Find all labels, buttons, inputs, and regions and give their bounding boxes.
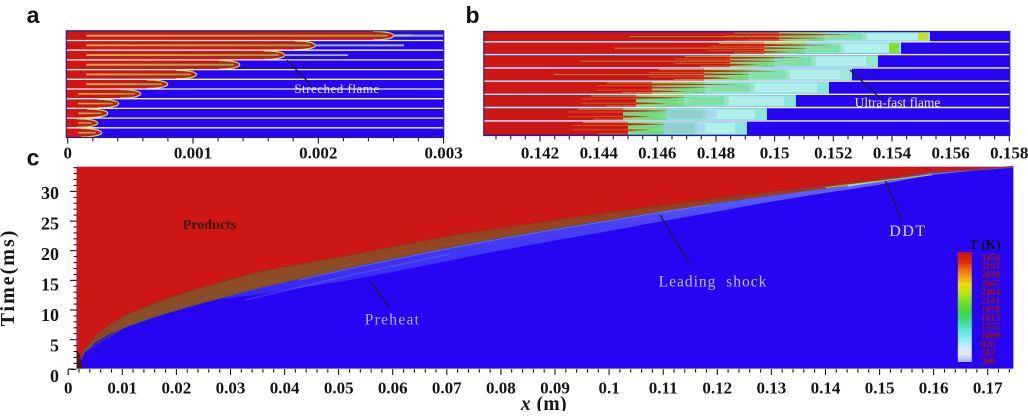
- svg-text:0.1: 0.1: [598, 379, 619, 398]
- svg-text:1089: 1089: [981, 331, 1000, 341]
- svg-text:2404: 2404: [981, 288, 1000, 298]
- svg-text:0.17: 0.17: [973, 379, 1003, 398]
- svg-text:x (m): x (m): [520, 394, 567, 411]
- svg-text:0.001: 0.001: [174, 144, 212, 163]
- svg-text:0.02: 0.02: [162, 379, 192, 398]
- svg-text:0.14: 0.14: [811, 379, 841, 398]
- svg-text:0.07: 0.07: [432, 379, 462, 398]
- svg-text:0.142: 0.142: [521, 144, 559, 163]
- svg-text:0: 0: [64, 379, 73, 398]
- svg-text:0.09: 0.09: [540, 379, 570, 398]
- svg-text:563: 563: [981, 349, 996, 359]
- svg-text:15: 15: [41, 275, 59, 295]
- svg-text:0.12: 0.12: [702, 379, 732, 398]
- svg-text:1878: 1878: [981, 305, 1000, 315]
- svg-text:0.146: 0.146: [638, 144, 676, 163]
- svg-text:a: a: [27, 2, 40, 28]
- svg-text:5: 5: [50, 335, 59, 355]
- svg-text:0.003: 0.003: [424, 144, 462, 163]
- svg-text:Ultra-fast flame: Ultra-fast flame: [855, 95, 941, 110]
- svg-text:1352: 1352: [981, 323, 1000, 333]
- svg-text:Leading shock: Leading shock: [659, 274, 768, 291]
- svg-text:0.03: 0.03: [216, 379, 246, 398]
- svg-text:0.152: 0.152: [814, 144, 852, 163]
- svg-text:DDT: DDT: [889, 223, 926, 240]
- svg-text:30: 30: [41, 183, 59, 203]
- svg-text:0.144: 0.144: [580, 144, 619, 163]
- svg-text:0.04: 0.04: [270, 379, 300, 398]
- svg-text:0.13: 0.13: [757, 379, 787, 398]
- svg-text:0: 0: [63, 144, 72, 163]
- svg-text:0.148: 0.148: [697, 144, 735, 163]
- svg-text:Preheat: Preheat: [365, 312, 421, 329]
- svg-text:0.11: 0.11: [649, 379, 678, 398]
- svg-text:2141: 2141: [981, 297, 1000, 307]
- svg-text:0.15: 0.15: [865, 379, 895, 398]
- svg-text:Streched flame: Streched flame: [294, 81, 379, 96]
- svg-text:b: b: [465, 2, 479, 28]
- svg-text:0: 0: [50, 366, 59, 386]
- svg-text:10: 10: [41, 305, 59, 325]
- svg-text:0.16: 0.16: [919, 379, 949, 398]
- svg-text:Products: Products: [183, 218, 237, 233]
- svg-text:0.06: 0.06: [378, 379, 408, 398]
- svg-text:c: c: [27, 145, 40, 171]
- svg-text:826: 826: [981, 340, 996, 350]
- svg-text:2930: 2930: [981, 271, 1000, 281]
- svg-text:0.08: 0.08: [486, 379, 516, 398]
- svg-text:0.002: 0.002: [299, 144, 337, 163]
- svg-text:3193: 3193: [981, 262, 1000, 272]
- svg-text:0.158: 0.158: [990, 144, 1028, 163]
- svg-text:2667: 2667: [981, 279, 1000, 289]
- svg-text:1615: 1615: [981, 314, 1000, 324]
- svg-text:0.156: 0.156: [931, 144, 969, 163]
- svg-text:Time(ms): Time(ms): [0, 229, 19, 327]
- svg-text:0.01: 0.01: [107, 379, 137, 398]
- svg-text:T (K): T (K): [969, 237, 1000, 252]
- svg-text:25: 25: [41, 214, 59, 234]
- svg-text:0.05: 0.05: [324, 379, 354, 398]
- svg-text:0.15: 0.15: [760, 144, 790, 163]
- svg-text:3456: 3456: [981, 253, 1000, 263]
- svg-text:20: 20: [41, 244, 59, 264]
- svg-text:0.154: 0.154: [873, 144, 912, 163]
- svg-text:300: 300: [981, 357, 996, 367]
